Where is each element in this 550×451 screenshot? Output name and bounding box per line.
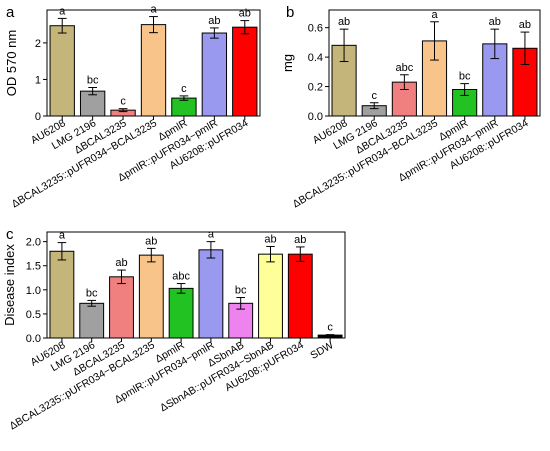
bar bbox=[140, 24, 167, 117]
y-axis-title: mg bbox=[280, 54, 295, 72]
y-tick-label: 2.0 bbox=[26, 237, 41, 249]
x-tick-label: SDW bbox=[308, 339, 335, 362]
y-tick-label: 0.2 bbox=[308, 82, 323, 94]
bar bbox=[201, 32, 228, 117]
significance-letter: c bbox=[120, 96, 126, 108]
y-tick-label: 0 bbox=[35, 111, 41, 123]
bar bbox=[168, 287, 194, 339]
y-tick-label: 2 bbox=[35, 38, 41, 50]
significance-letter: ab bbox=[115, 257, 127, 269]
plot-border bbox=[46, 231, 346, 339]
y-tick-label: 0.0 bbox=[308, 111, 323, 123]
significance-letter: c bbox=[327, 322, 333, 334]
significance-letter: bc bbox=[459, 71, 471, 83]
significance-letter: ab bbox=[294, 234, 306, 246]
y-tick-label: 1.5 bbox=[26, 261, 41, 273]
bar bbox=[109, 276, 134, 339]
significance-letter: ab bbox=[208, 15, 220, 27]
significance-letter: c bbox=[181, 83, 187, 95]
significance-letter: abc bbox=[395, 62, 413, 74]
significance-letter: ab bbox=[239, 8, 251, 20]
panel-label: a bbox=[6, 4, 15, 21]
y-tick-label: 1 bbox=[35, 74, 41, 86]
y-tick-label: 0.5 bbox=[26, 309, 41, 321]
bar bbox=[138, 254, 164, 339]
bar bbox=[258, 253, 283, 339]
significance-letter: bc bbox=[87, 74, 99, 86]
bar bbox=[79, 302, 105, 339]
significance-letter: ab bbox=[338, 16, 350, 28]
significance-letter: a bbox=[150, 4, 157, 16]
bar bbox=[232, 26, 258, 117]
y-tick-label: 1.0 bbox=[26, 285, 41, 297]
significance-letter: a bbox=[431, 9, 438, 21]
significance-letter: ab bbox=[264, 233, 276, 245]
bar bbox=[49, 25, 75, 117]
y-axis-title: Disease index bbox=[2, 244, 17, 326]
panel-label: c bbox=[6, 226, 14, 243]
significance-letter: a bbox=[208, 229, 215, 241]
y-tick-label: 0.4 bbox=[308, 52, 323, 64]
y-tick-label: 0.6 bbox=[308, 23, 323, 35]
y-axis-title: OD 570 nm bbox=[4, 30, 19, 96]
y-tick-label: 0.0 bbox=[26, 333, 41, 345]
significance-letter: abc bbox=[172, 271, 190, 283]
significance-letter: bc bbox=[235, 285, 247, 297]
significance-letter: ab bbox=[489, 16, 501, 28]
significance-letter: a bbox=[59, 5, 66, 17]
significance-letter: bc bbox=[86, 287, 98, 299]
bar bbox=[198, 249, 224, 339]
bar bbox=[49, 250, 75, 339]
significance-letter: a bbox=[59, 230, 66, 242]
bar bbox=[287, 253, 313, 339]
panel-label: b bbox=[286, 4, 294, 21]
significance-letter: ab bbox=[519, 19, 531, 31]
significance-letter: c bbox=[371, 90, 377, 102]
significance-letter: ab bbox=[145, 235, 157, 247]
